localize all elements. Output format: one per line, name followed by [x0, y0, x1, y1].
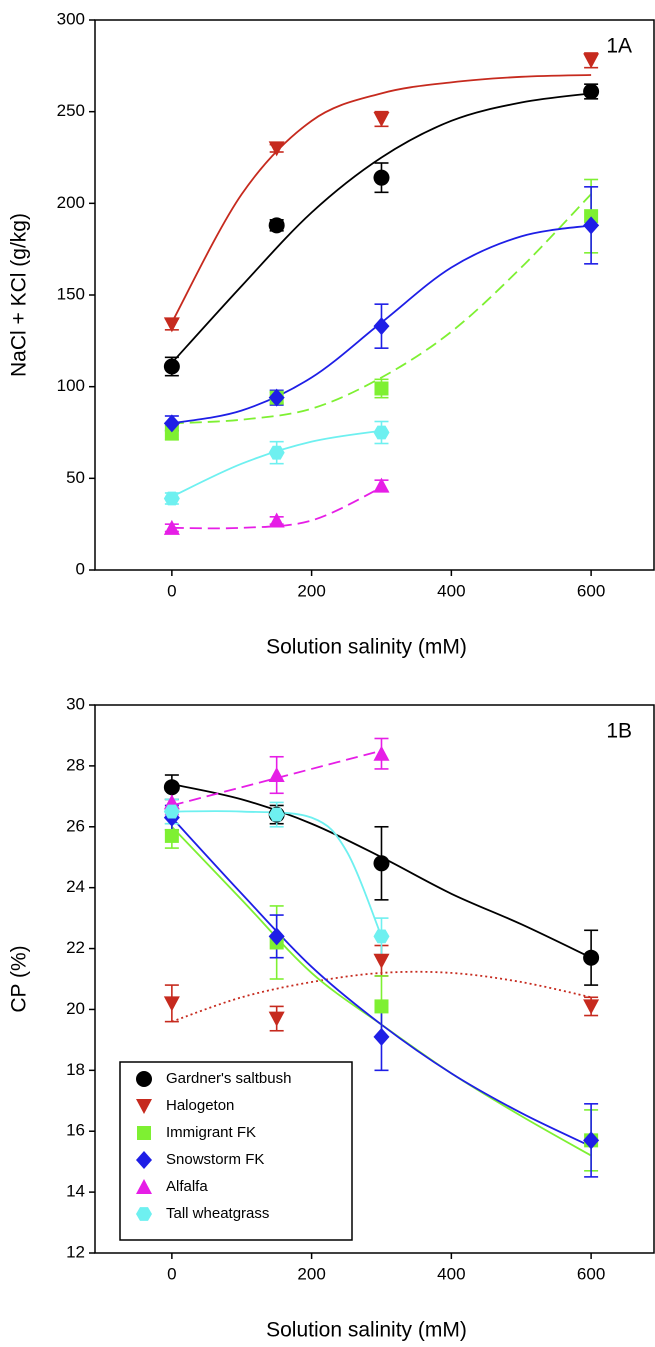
marker — [268, 217, 285, 234]
marker — [373, 317, 390, 336]
x-tick-label: 0 — [167, 1264, 176, 1283]
legend-marker — [136, 1179, 152, 1194]
marker — [268, 388, 285, 407]
legend-label: Immigrant FK — [166, 1124, 256, 1141]
x-tick-label: 200 — [297, 1264, 325, 1283]
marker — [373, 953, 390, 969]
marker — [268, 807, 285, 822]
marker — [268, 1011, 285, 1027]
panel-label: 1B — [606, 720, 632, 743]
legend-label: Tall wheatgrass — [166, 1205, 269, 1222]
legend-marker — [137, 1126, 151, 1140]
marker — [373, 745, 390, 761]
marker — [373, 169, 390, 186]
marker — [163, 804, 180, 819]
fit-curve — [171, 817, 592, 1148]
x-tick-label: 200 — [297, 581, 325, 600]
legend-label: Gardner's saltbush — [166, 1070, 291, 1087]
legend-box — [119, 1061, 353, 1241]
fit-curve — [171, 810, 383, 937]
y-tick-label: 22 — [66, 938, 85, 957]
legend-marker — [136, 1151, 152, 1169]
y-tick-label: 300 — [57, 9, 85, 28]
legend-marker — [136, 1099, 152, 1114]
marker — [268, 445, 285, 460]
y-tick-label: 250 — [57, 101, 85, 120]
x-tick-label: 0 — [167, 581, 176, 600]
marker — [164, 425, 179, 440]
x-tick-label: 400 — [437, 1264, 465, 1283]
fit-curve — [171, 486, 382, 530]
fit-curve — [171, 193, 592, 425]
fit-curve — [171, 92, 592, 364]
marker — [373, 425, 390, 440]
y-tick-label: 14 — [66, 1182, 85, 1201]
x-tick-label: 600 — [577, 581, 605, 600]
fit-curve — [171, 74, 592, 323]
y-tick-label: 50 — [66, 468, 85, 487]
marker — [373, 477, 390, 493]
legend-label: Halogeton — [166, 1097, 234, 1114]
y-tick-label: 18 — [66, 1060, 85, 1079]
marker — [163, 414, 180, 433]
x-axis-label: Solution salinity (mM) — [266, 1319, 467, 1342]
y-tick-label: 100 — [57, 376, 85, 395]
marker — [373, 1027, 390, 1046]
marker — [583, 83, 600, 100]
y-tick-label: 200 — [57, 193, 85, 212]
marker — [268, 927, 285, 946]
plot-frame — [94, 19, 655, 571]
marker — [583, 216, 600, 235]
marker — [374, 381, 389, 396]
panel-label: 1A — [606, 35, 632, 58]
marker — [268, 767, 285, 783]
y-tick-label: 24 — [66, 877, 85, 896]
y-tick-label: 30 — [66, 694, 85, 713]
marker — [163, 779, 180, 796]
marker — [163, 519, 180, 535]
legend-label: Alfalfa — [166, 1178, 208, 1195]
y-tick-label: 12 — [66, 1242, 85, 1261]
legend-marker — [136, 1207, 152, 1221]
marker — [164, 828, 179, 843]
x-axis-label: Solution salinity (mM) — [266, 636, 467, 659]
y-tick-label: 20 — [66, 999, 85, 1018]
y-tick-label: 16 — [66, 1121, 85, 1140]
y-tick-label: 28 — [66, 755, 85, 774]
marker — [268, 512, 285, 528]
legend-marker — [136, 1071, 152, 1087]
marker — [373, 855, 390, 872]
legend-label: Snowstorm FK — [166, 1151, 264, 1168]
marker — [583, 949, 600, 966]
marker — [163, 358, 180, 375]
y-tick-label: 0 — [76, 559, 85, 578]
marker — [584, 209, 599, 224]
marker — [268, 141, 285, 157]
marker — [373, 929, 390, 944]
x-tick-label: 600 — [577, 1264, 605, 1283]
marker — [163, 317, 180, 333]
y-tick-label: 26 — [66, 816, 85, 835]
x-tick-label: 400 — [437, 581, 465, 600]
marker — [583, 53, 600, 69]
marker — [583, 1131, 600, 1150]
marker — [583, 999, 600, 1015]
marker — [163, 491, 180, 506]
y-tick-label: 150 — [57, 284, 85, 303]
marker — [163, 996, 180, 1012]
y-axis-label: NaCl + KCl (g/kg) — [8, 213, 31, 377]
plot-frame — [94, 704, 655, 1254]
y-axis-label: CP (%) — [8, 945, 31, 1012]
marker — [373, 112, 390, 127]
marker — [374, 999, 389, 1014]
